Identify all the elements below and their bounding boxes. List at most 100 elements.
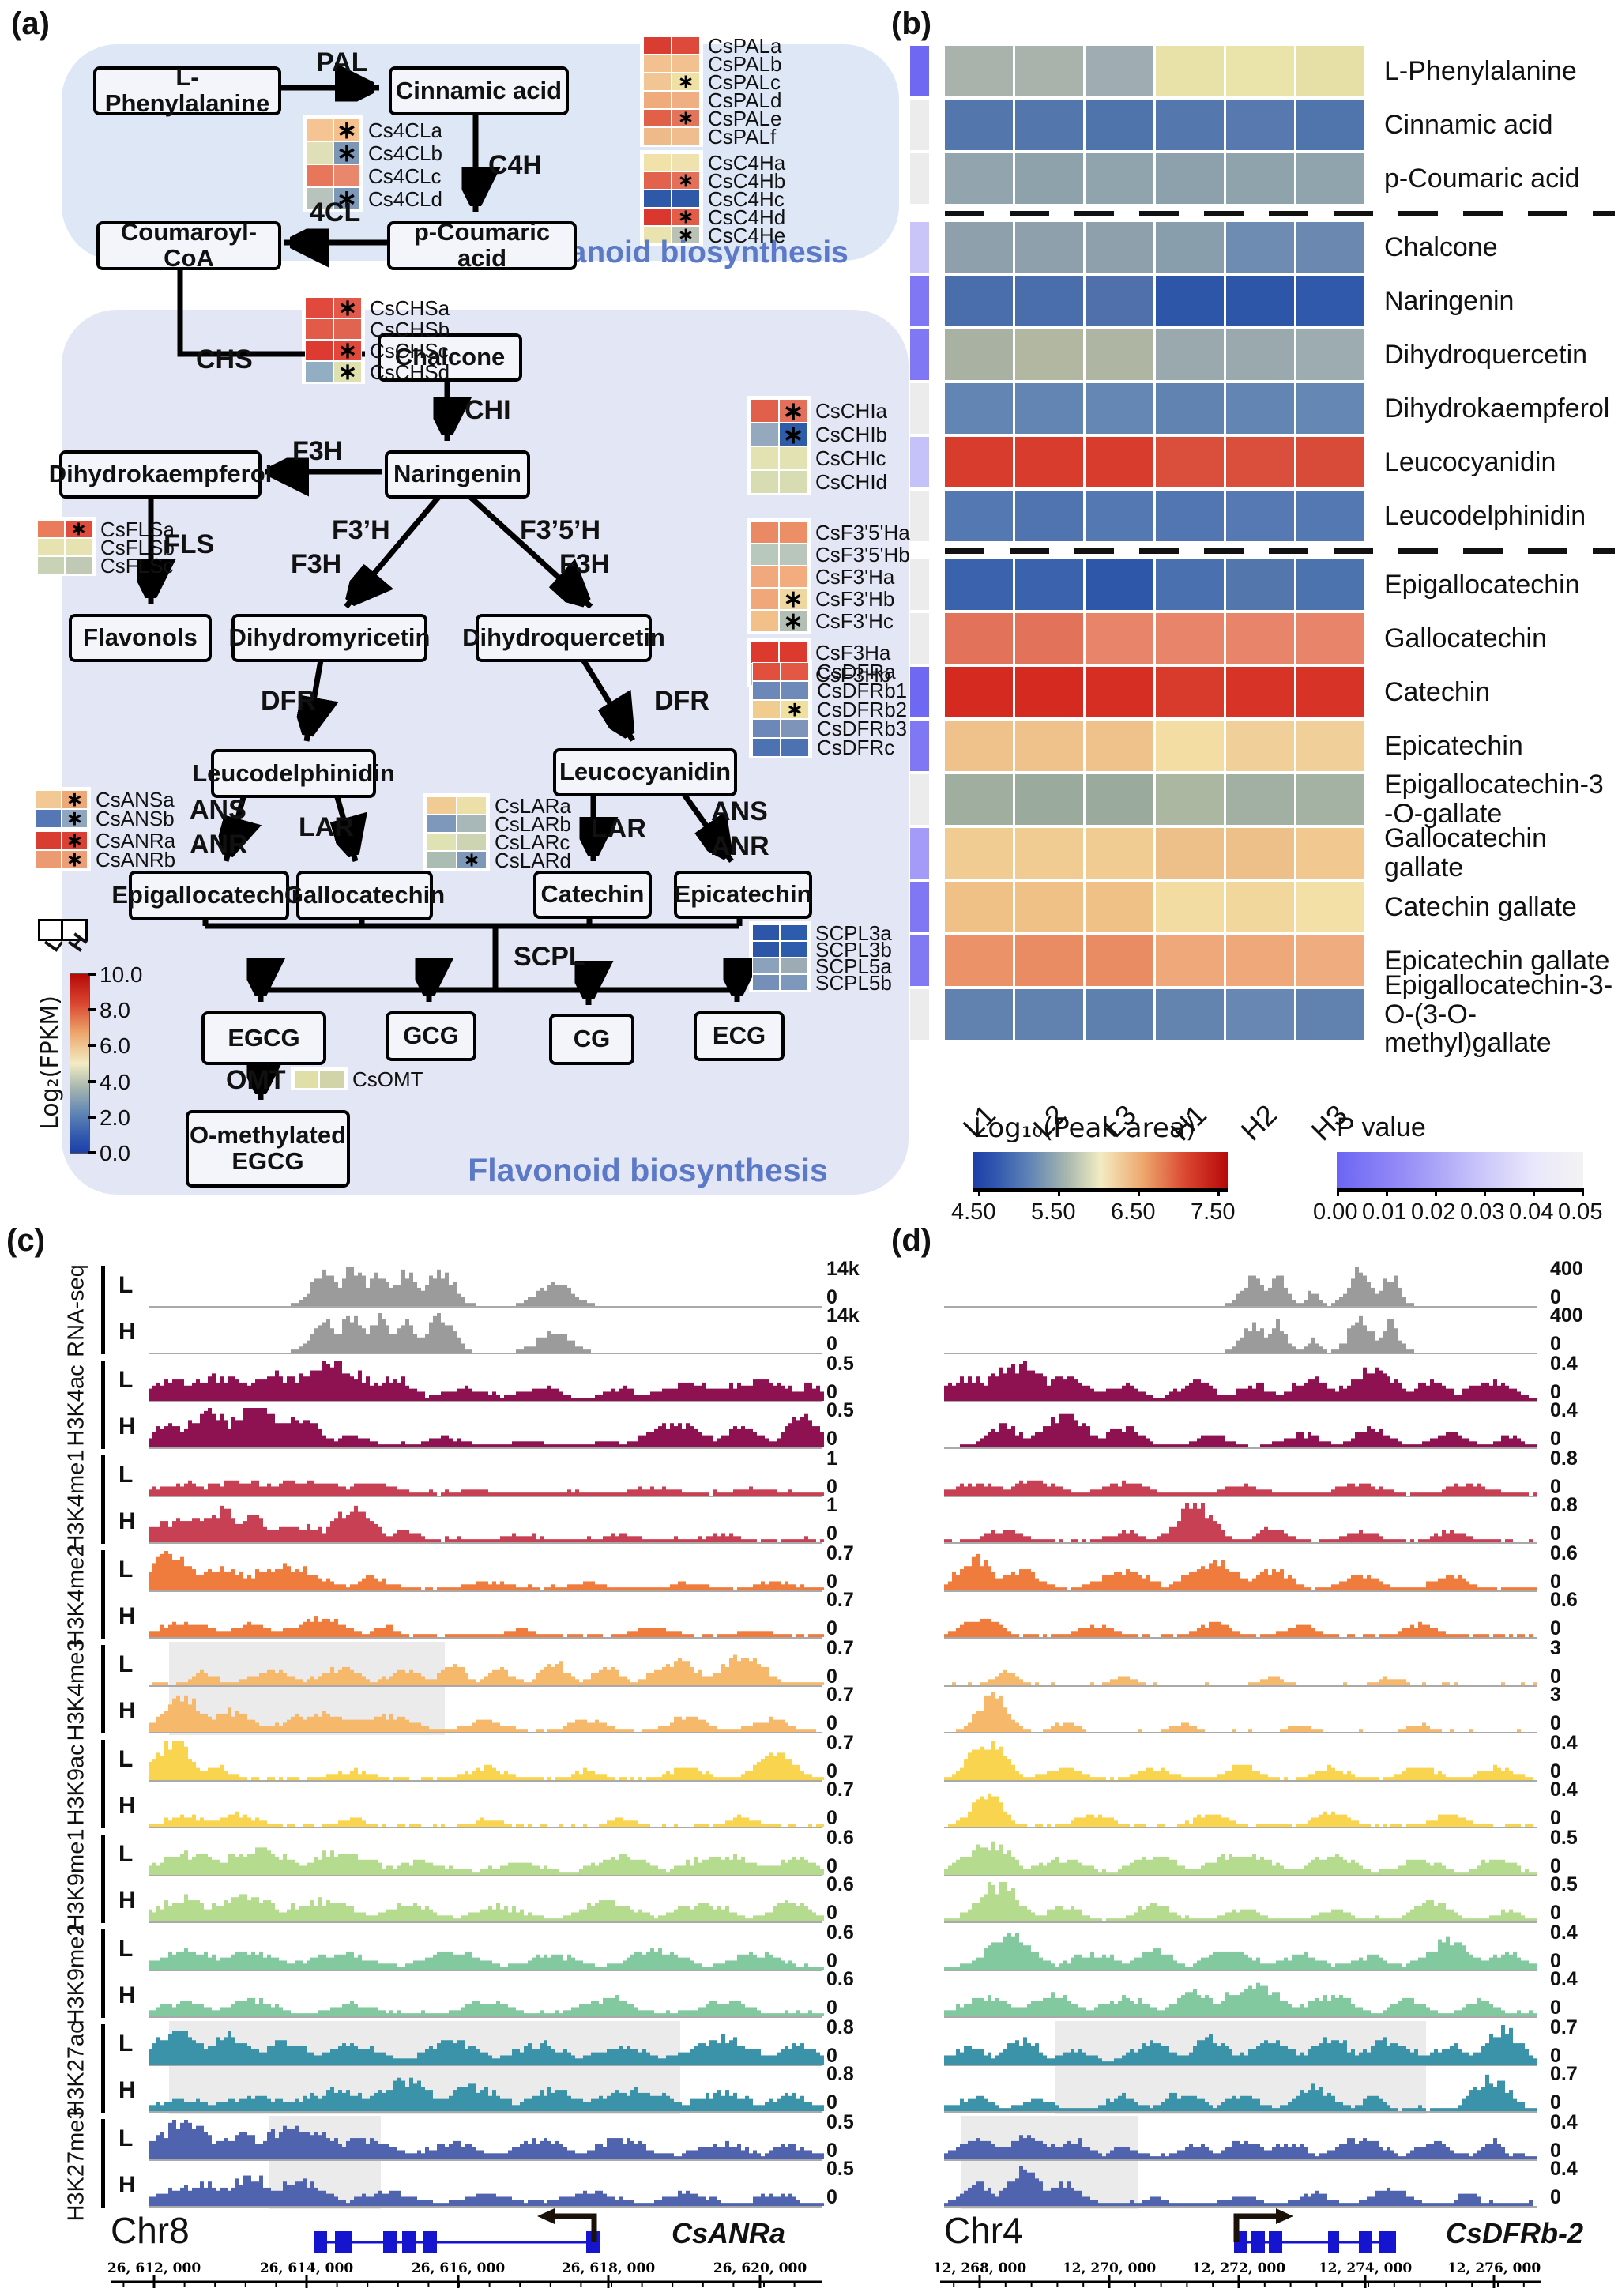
expression-cell-H: ∗ [779, 420, 807, 449]
heatmap-cell [1226, 383, 1294, 434]
heatmap-cell [1086, 559, 1153, 610]
track-group-label-h3k9ac: H3K9ac [63, 1744, 89, 1826]
expression-cell-H [672, 91, 700, 109]
track-baseline [944, 1780, 1537, 1782]
track-zero-value: 0 [826, 1855, 837, 1877]
heatmap-row-label: Epigallocatechin-3 -O-gallate [1384, 770, 1604, 829]
heatmap-cell [1086, 613, 1153, 664]
gene-label: CsCHSa [370, 295, 450, 320]
heatmap-cell [1296, 774, 1364, 825]
gene-label: CsF3Hb [815, 663, 891, 687]
pvalue-legend-tick [1533, 1188, 1535, 1196]
expression-cell-L [643, 190, 672, 208]
heatmap-cell [1156, 882, 1224, 932]
track-max-value: 14k [826, 1304, 860, 1327]
pvalue-cell [910, 46, 929, 96]
heatmap-cell [1296, 222, 1364, 273]
track-max-value: 0.7 [1550, 2063, 1578, 2085]
heatmap-cell [945, 222, 1013, 273]
coverage-track-h3k4ac-H [960, 1413, 1537, 1447]
heatmap-cell [945, 276, 1013, 326]
expression-cell-H [672, 55, 700, 73]
ruler-coordinate-label: 12, 270, 000 [1063, 2260, 1156, 2276]
heatmap-cell [1015, 276, 1083, 326]
track-max-value: 0.6 [1550, 1542, 1578, 1564]
gene-name-csanra: CsANRa [672, 2217, 786, 2249]
heatmap-cell [945, 559, 1013, 610]
coverage-track-rna-seq-H [291, 1313, 591, 1353]
track-max-value: 0.4 [1550, 2111, 1578, 2133]
track-max-value: 0.7 [826, 1542, 854, 1564]
gene-label: CsLARc [495, 830, 570, 854]
enzyme-label-f3h-6: F3’H [332, 515, 390, 545]
coverage-track-h3k4ac-H [149, 1408, 824, 1447]
track-group-label-h3k4me3: H3K4me3 [63, 1639, 89, 1741]
gene-label: CsC4Hb [708, 168, 786, 193]
track-baseline [944, 2159, 1537, 2161]
heatmap-cell [1015, 153, 1083, 204]
track-baseline [149, 2206, 822, 2208]
expression-cell-L [307, 187, 333, 210]
sample-label: H2 [1234, 1098, 1283, 1147]
enzyme-label-f3h-7: F3H [291, 549, 342, 579]
gene-model-diagrams: 26, 612, 000 26, 614, 000 26, 616, 000 26, … [107, 2208, 1541, 2288]
expression-cell-L [643, 109, 672, 127]
pvalue-legend-title: P value [1337, 1112, 1426, 1142]
track-baseline [149, 1353, 822, 1354]
gene-label: CsF3'5'Ha [815, 521, 910, 544]
track-max-value: 0.8 [1550, 1447, 1578, 1470]
track-sample-label: H [119, 1982, 136, 2008]
track-max-value: 0.5 [826, 2158, 854, 2180]
coverage-track-h3k4me3-L [152, 1654, 824, 1685]
heatmap-cell [945, 774, 1013, 825]
heatmap-cell [1226, 828, 1294, 879]
coverage-track-h3k4me1-H [944, 1503, 1533, 1542]
track-baseline [149, 1685, 822, 1687]
heatmap-row-label: Naringenin [1384, 285, 1515, 316]
track-baseline [149, 2159, 822, 2161]
tss-arrow [1233, 2213, 1277, 2242]
pathway-arrow [466, 493, 591, 607]
track-baseline [149, 1732, 822, 1733]
heatmap-cell [1156, 559, 1224, 610]
expression-cell-L [752, 974, 780, 991]
heatmap-cell [945, 491, 1013, 541]
heatmap-cell [1296, 667, 1364, 717]
heatmap-cell [1296, 491, 1364, 541]
expression-cell-H [781, 738, 809, 757]
heatmap-cell [1296, 989, 1364, 1040]
heatmap-cell [945, 882, 1013, 932]
track-baseline [944, 1306, 1537, 1308]
coverage-track-h3k9ac-L [944, 1741, 1533, 1780]
heatmap-cell [1015, 559, 1083, 610]
coverage-track-h3k4me3-L [952, 1669, 1537, 1685]
heatmap-cell [1086, 935, 1153, 986]
track-sample-label: H [119, 2172, 136, 2198]
heatmap-cell [1086, 721, 1153, 771]
expression-cell-H [672, 190, 700, 208]
expression-cell-L [751, 446, 779, 470]
expression-cell-L [643, 55, 672, 73]
pvalue-cell [910, 276, 929, 326]
track-max-value: 0.7 [826, 1732, 854, 1754]
fpkm-tick-label: 2.0 [100, 1105, 130, 1130]
heatmap-cell [945, 46, 1013, 96]
gene-label: CsCHSb [370, 317, 450, 341]
heatmap-cell [1015, 437, 1083, 487]
heatmap-cell [1296, 437, 1364, 487]
pathway-arrows [0, 0, 916, 1100]
heatmap-cell [1226, 46, 1294, 96]
expression-cell-H [780, 941, 807, 958]
track-zero-value: 0 [826, 1902, 837, 1924]
significance-star: ∗ [66, 807, 83, 830]
coverage-track-h3k9me1-L [149, 1847, 824, 1875]
heatmap-cell [1226, 935, 1294, 986]
track-baseline [149, 1780, 822, 1782]
coverage-track-h3k4me1-H [149, 1505, 824, 1542]
heatmap-cell [1156, 491, 1224, 541]
enzyme-label-lar-16: LAR [591, 814, 646, 844]
heatmap-cell [945, 329, 1013, 380]
gene-label: Cs4CLb [368, 141, 442, 165]
heatmap-cell [1226, 153, 1294, 204]
track-max-value: 0.5 [1550, 1827, 1578, 1849]
